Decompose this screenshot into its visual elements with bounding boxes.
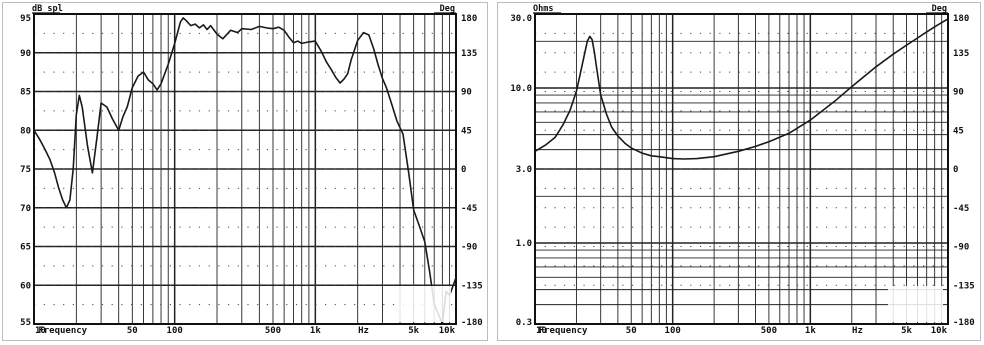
y2-axis-label: Deg [932, 4, 947, 14]
x-tick-label: 100 [665, 326, 681, 336]
x-tick-label: 500 [761, 326, 777, 336]
y2-tick-label: -45 [953, 204, 969, 214]
x-tick-label: 50 [626, 326, 637, 336]
y-axis-label: dB spl [32, 4, 63, 14]
y2-tick-label: -90 [953, 243, 969, 253]
y-tick-label: 55 [20, 318, 31, 328]
y2-tick-label: -180 [953, 318, 975, 328]
x-tick-label: 10 [536, 326, 547, 336]
y-tick-label: 10.0 [510, 84, 532, 94]
y-tick-label: 1.0 [516, 239, 532, 249]
x-unit-label: Hz [852, 326, 863, 336]
grid [534, 13, 949, 325]
plot-frame [534, 13, 949, 325]
x-unit-label: Hz [358, 326, 369, 336]
y2-axis-label: Deg [440, 4, 455, 14]
x-axis-label: Frequency [38, 326, 87, 336]
x-tick-label: 1k [805, 326, 816, 336]
y-tick-label: 90 [20, 49, 31, 59]
y2-tick-label: 45 [461, 126, 472, 136]
y2-tick-label: 180 [461, 14, 477, 24]
y2-tick-label: -45 [461, 204, 477, 214]
y2-tick-label: 0 [953, 165, 958, 175]
x-tick-label: 5k [901, 326, 912, 336]
y2-tick-label: 135 [953, 49, 969, 59]
y2-tick-label: 90 [461, 88, 472, 98]
impedance-chart: Ohms Deg 30.0 10.0 3.0 1.0 0.3 180 135 90 45 0 -45 -9… [510, 4, 975, 336]
y-tick-label: 3.0 [516, 165, 532, 175]
scan-artifact [396, 286, 451, 322]
x-tick-label: 1k [310, 326, 321, 336]
grid [33, 13, 457, 325]
plot-frame [33, 13, 457, 325]
x-tick-label: 10k [439, 326, 456, 336]
spl-chart: dB spl Deg 95 90 85 80 75 70 65 60 55 180 135 90 45 0 -4… [20, 4, 483, 336]
y2-tick-label: -180 [461, 318, 483, 328]
y-axis-label: Ohms [533, 4, 553, 14]
x-axis-label: Frequency [539, 326, 588, 336]
y2-tick-label: 90 [953, 88, 964, 98]
x-tick-label: 10k [931, 326, 948, 336]
x-tick-label: 5k [408, 326, 419, 336]
x-tick-label: 500 [265, 326, 281, 336]
y-tick-label: 70 [20, 204, 31, 214]
y2-tick-label: 0 [461, 165, 466, 175]
y2-tick-label: -135 [461, 281, 483, 291]
impedance-chart-panel: Ohms Deg 30.0 10.0 3.0 1.0 0.3 180 135 90 45 0 -45 -9… [497, 2, 981, 341]
series-line [33, 17, 457, 325]
x-tick-label: 10 [35, 326, 46, 336]
series-line [534, 18, 949, 160]
y-tick-label: 80 [20, 126, 31, 136]
y-tick-label: 95 [20, 14, 31, 24]
y-tick-label: 0.3 [516, 318, 532, 328]
y2-tick-label: 135 [461, 49, 477, 59]
y-tick-label: 30.0 [510, 14, 532, 24]
y-tick-label: 75 [20, 165, 31, 175]
y-tick-label: 65 [20, 243, 31, 253]
x-tick-label: 50 [127, 326, 138, 336]
x-tick-label: 100 [167, 326, 183, 336]
y2-tick-label: 180 [953, 14, 969, 24]
grid-dots [535, 32, 948, 306]
y2-tick-label: 45 [953, 126, 964, 136]
y2-tick-label: -135 [953, 281, 975, 291]
y-tick-label: 85 [20, 88, 31, 98]
y2-tick-label: -90 [461, 243, 477, 253]
y-tick-label: 60 [20, 281, 31, 291]
scan-artifact [888, 286, 943, 322]
spl-chart-panel: dB spl Deg 95 90 85 80 75 70 65 60 55 180 135 90 45 0 -4… [2, 2, 488, 341]
